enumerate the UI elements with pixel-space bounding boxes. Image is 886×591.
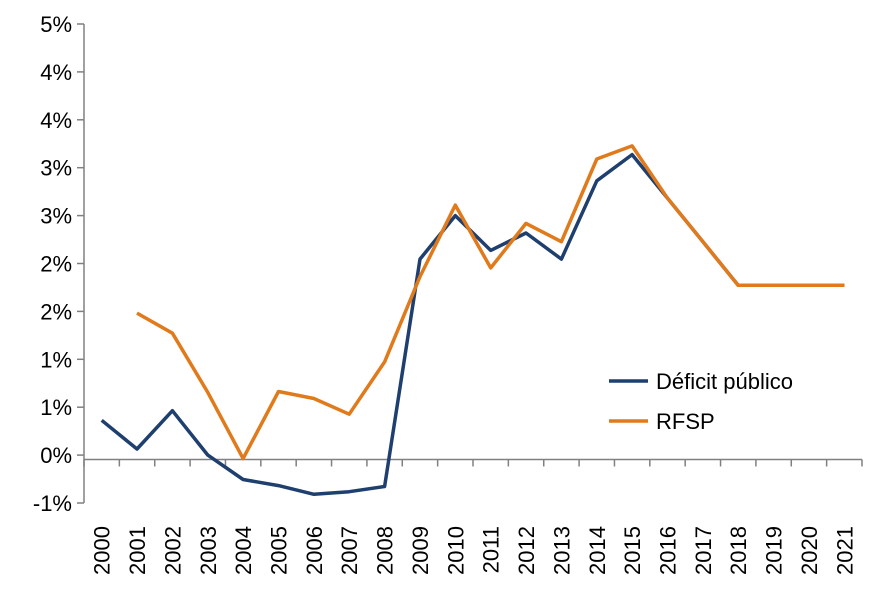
x-tick-label: 2009 xyxy=(408,526,433,575)
x-tick-label: 2018 xyxy=(726,526,751,575)
y-tick-label: 3% xyxy=(40,156,72,181)
x-tick-label: 2000 xyxy=(90,526,115,575)
y-tick-label: 3% xyxy=(40,204,72,229)
x-tick-label: 2002 xyxy=(160,526,185,575)
x-tick-label: 2005 xyxy=(267,526,292,575)
y-tick-label: 2% xyxy=(40,252,72,277)
x-axis: 2000 2001 2002 2003 2004 2005 2006 2007 2008 2009… xyxy=(83,458,863,575)
x-tick-label: 2004 xyxy=(231,526,256,575)
x-tick-label: 2013 xyxy=(549,526,574,575)
y-axis: -1% 0% 1% 1% 2% 2% 3% 3% 4% 4% 5% xyxy=(33,12,85,516)
x-tick-label: 2017 xyxy=(691,526,716,575)
series-layer xyxy=(100,144,845,497)
y-tick-label: 1% xyxy=(40,395,72,420)
x-tick-label: 2006 xyxy=(302,526,327,575)
legend: Déficit público RFSP xyxy=(609,369,793,434)
x-tick-label: 2007 xyxy=(337,526,362,575)
x-tick-label: 2008 xyxy=(373,526,398,575)
series-line-0 xyxy=(100,152,845,497)
y-tick-label: 0% xyxy=(40,443,72,468)
x-tick-label: 2011 xyxy=(479,526,504,573)
x-tick-label: 2021 xyxy=(832,526,857,575)
x-tick-label: 2010 xyxy=(443,526,468,575)
y-tick-label: 2% xyxy=(40,299,72,324)
series-line-1 xyxy=(136,144,845,461)
y-tick-label: 4% xyxy=(40,60,72,85)
y-tick-label: -1% xyxy=(33,491,72,516)
x-tick-label: 2015 xyxy=(620,526,645,575)
x-tick-label: 2019 xyxy=(762,526,787,575)
x-tick-label: 2014 xyxy=(585,526,610,575)
x-tick-label: 2001 xyxy=(125,526,150,575)
x-tick-label: 2020 xyxy=(797,526,822,575)
legend-label-rfsp: RFSP xyxy=(656,409,715,434)
y-tick-label: 1% xyxy=(40,347,72,372)
legend-label-deficit-publico: Déficit público xyxy=(656,369,793,394)
y-tick-label: 5% xyxy=(40,12,72,37)
x-tick-label: 2016 xyxy=(656,526,681,575)
x-tick-label: 2003 xyxy=(196,526,221,575)
x-tick-label: 2012 xyxy=(514,526,539,575)
y-tick-label: 4% xyxy=(40,108,72,133)
